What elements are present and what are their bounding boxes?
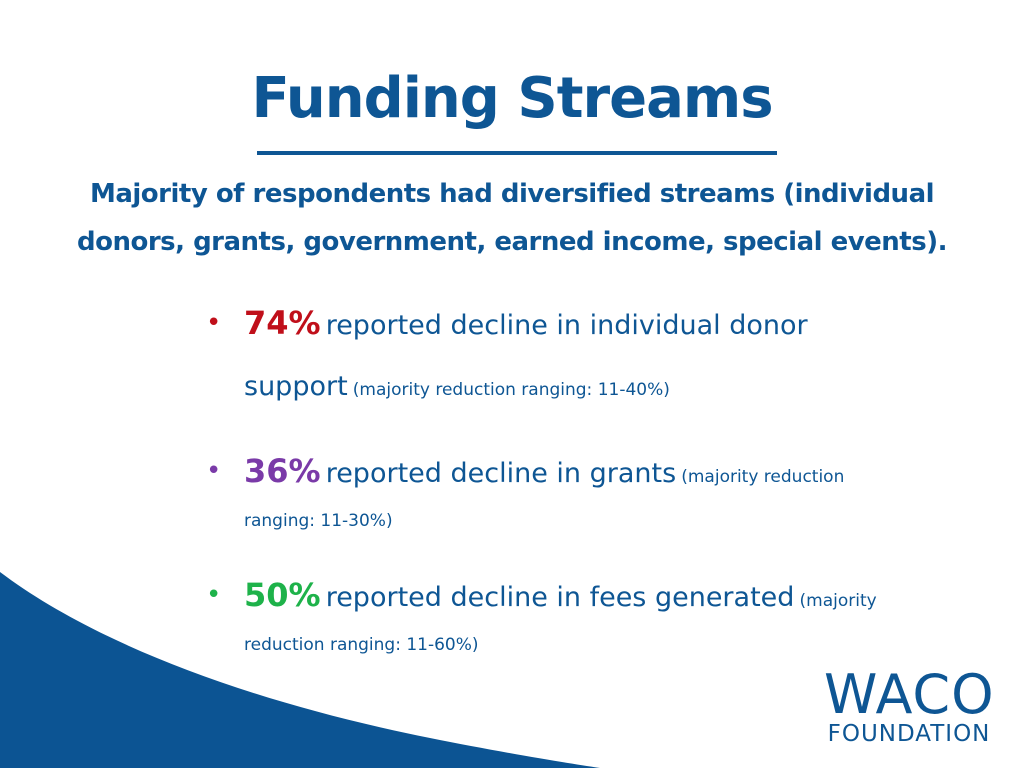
bullet-note: (majority bbox=[799, 591, 877, 611]
bullet-percent: 74% bbox=[244, 304, 321, 342]
bullet-note-continued: reduction ranging: 11-60%) bbox=[244, 635, 479, 655]
bullet-item-individual-donors: • 74% reported decline in individual don… bbox=[204, 294, 924, 419]
swoosh-shape bbox=[0, 572, 600, 768]
bullet-dot-icon: • bbox=[206, 308, 222, 338]
bullet-text: reported decline in fees generated bbox=[325, 582, 795, 613]
bullet-list: • 74% reported decline in individual don… bbox=[204, 294, 924, 667]
logo-wordmark-top: WACO bbox=[824, 663, 995, 726]
title-underline bbox=[257, 151, 777, 155]
bullet-dot-icon: • bbox=[206, 580, 222, 610]
slide-subtitle: Majority of respondents had diversified … bbox=[30, 170, 994, 266]
logo-wordmark-bottom: FOUNDATION bbox=[827, 721, 991, 747]
bullet-item-fees: • 50% reported decline in fees generated… bbox=[204, 573, 924, 667]
subtitle-line-1: Majority of respondents had diversified … bbox=[89, 179, 935, 209]
waco-foundation-logo: WACO FOUNDATION bbox=[824, 663, 995, 747]
subtitle-line-2: donors, grants, government, earned incom… bbox=[77, 227, 947, 257]
bullet-item-grants: • 36% reported decline in grants (majori… bbox=[204, 449, 924, 543]
bullet-text: reported decline in individual donor bbox=[325, 310, 808, 341]
bullet-note: (majority reduction bbox=[681, 467, 845, 487]
bullet-percent: 50% bbox=[244, 576, 321, 614]
bullet-dot-icon: • bbox=[206, 456, 222, 486]
bullet-text: reported decline in grants bbox=[325, 458, 677, 489]
bullet-percent: 36% bbox=[244, 452, 321, 490]
slide-title: Funding Streams bbox=[251, 66, 773, 131]
bullet-note-continued: ranging: 11-30%) bbox=[244, 511, 393, 531]
bullet-text-continued: support bbox=[244, 371, 348, 402]
bullet-note: (majority reduction ranging: 11-40%) bbox=[352, 380, 670, 400]
